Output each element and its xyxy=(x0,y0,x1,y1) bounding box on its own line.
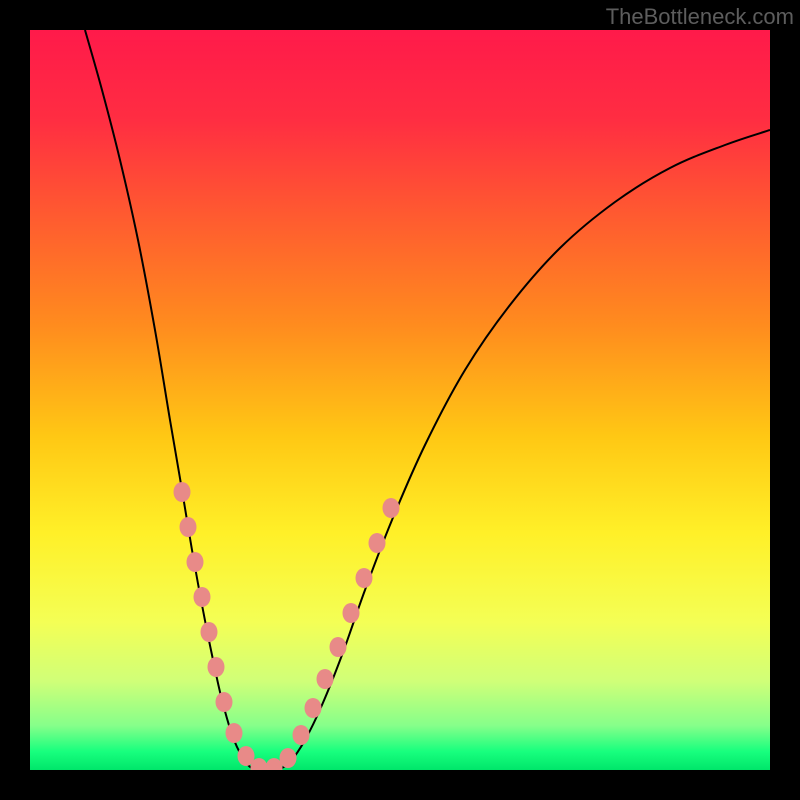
marker-point xyxy=(226,723,243,743)
marker-point xyxy=(330,637,347,657)
marker-point xyxy=(369,533,386,553)
marker-point xyxy=(317,669,334,689)
marker-point xyxy=(383,498,400,518)
watermark-text: TheBottleneck.com xyxy=(606,4,794,30)
marker-point xyxy=(194,587,211,607)
curve-left-branch xyxy=(85,30,260,770)
marker-point xyxy=(343,603,360,623)
markers-group xyxy=(174,482,400,770)
marker-point xyxy=(293,725,310,745)
marker-point xyxy=(180,517,197,537)
curve-layer xyxy=(30,30,770,770)
marker-point xyxy=(356,568,373,588)
marker-point xyxy=(305,698,322,718)
curve-right-branch xyxy=(278,130,770,770)
chart-frame: TheBottleneck.com xyxy=(0,0,800,800)
plot-area xyxy=(30,30,770,770)
marker-point xyxy=(208,657,225,677)
marker-point xyxy=(174,482,191,502)
marker-point xyxy=(280,748,297,768)
marker-point xyxy=(201,622,218,642)
marker-point xyxy=(216,692,233,712)
marker-point xyxy=(187,552,204,572)
